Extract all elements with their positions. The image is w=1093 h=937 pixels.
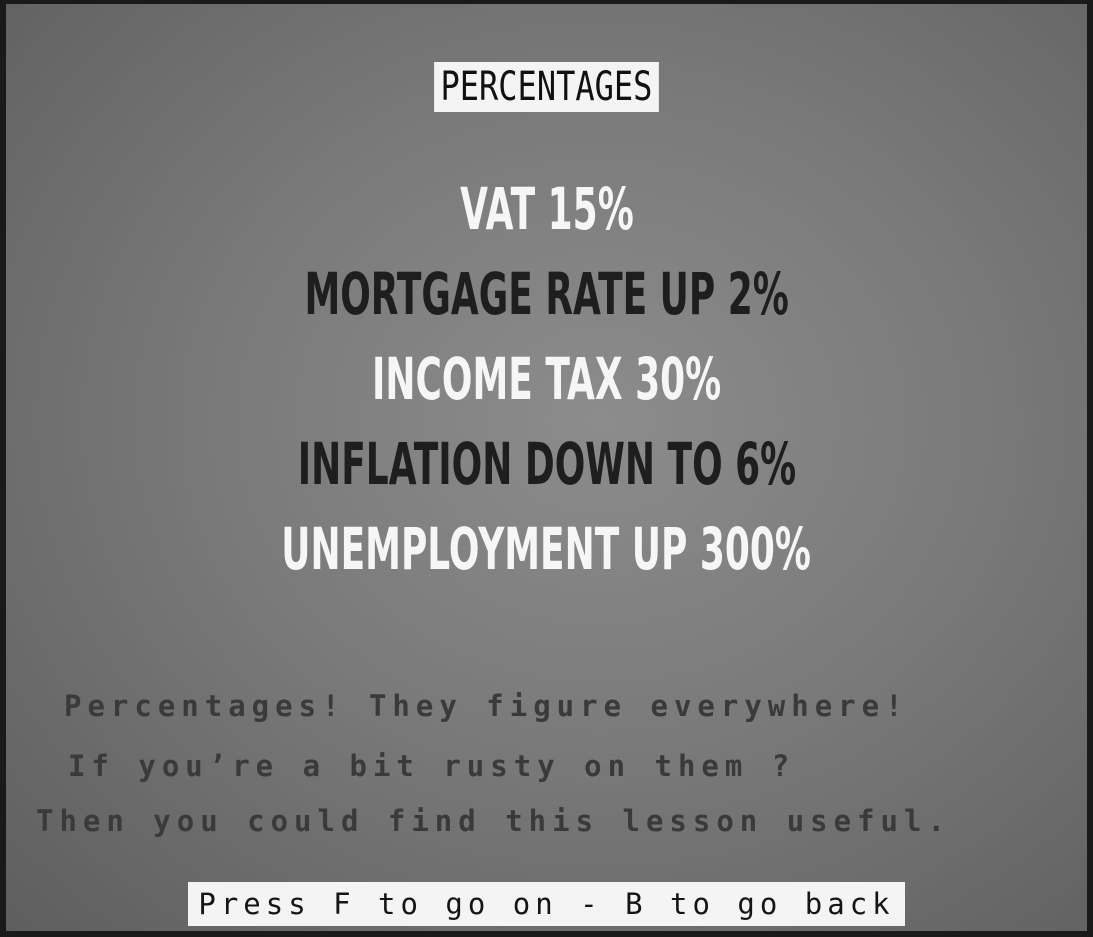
headline: UNEMPLOYMENT UP 300% <box>282 514 812 584</box>
title: PERCENTAGES <box>434 62 659 112</box>
headline: INFLATION DOWN TO 6% <box>297 429 795 499</box>
title-row: PERCENTAGES <box>6 62 1087 112</box>
headline-row: VAT 15% <box>6 174 1087 244</box>
headline-row: INCOME TAX 30% <box>6 344 1087 414</box>
headline: VAT 15% <box>460 174 634 244</box>
headline: INCOME TAX 30% <box>372 344 721 414</box>
headline: MORTGAGE RATE UP 2% <box>304 259 788 329</box>
body-line: Then you could find this lesson useful. <box>36 804 951 838</box>
footer-row: Press F to go on - B to go back <box>6 882 1087 926</box>
body-line: If you’re a bit rusty on them ? <box>68 749 795 783</box>
headline-row: INFLATION DOWN TO 6% <box>6 429 1087 499</box>
footer-prompt: Press F to go on - B to go back <box>188 882 904 926</box>
headline-row: UNEMPLOYMENT UP 300% <box>6 514 1087 584</box>
body-line: Percentages! They figure everywhere! <box>64 689 909 723</box>
screen: PERCENTAGES VAT 15% MORTGAGE RATE UP 2% … <box>0 0 1093 937</box>
headline-row: MORTGAGE RATE UP 2% <box>6 259 1087 329</box>
